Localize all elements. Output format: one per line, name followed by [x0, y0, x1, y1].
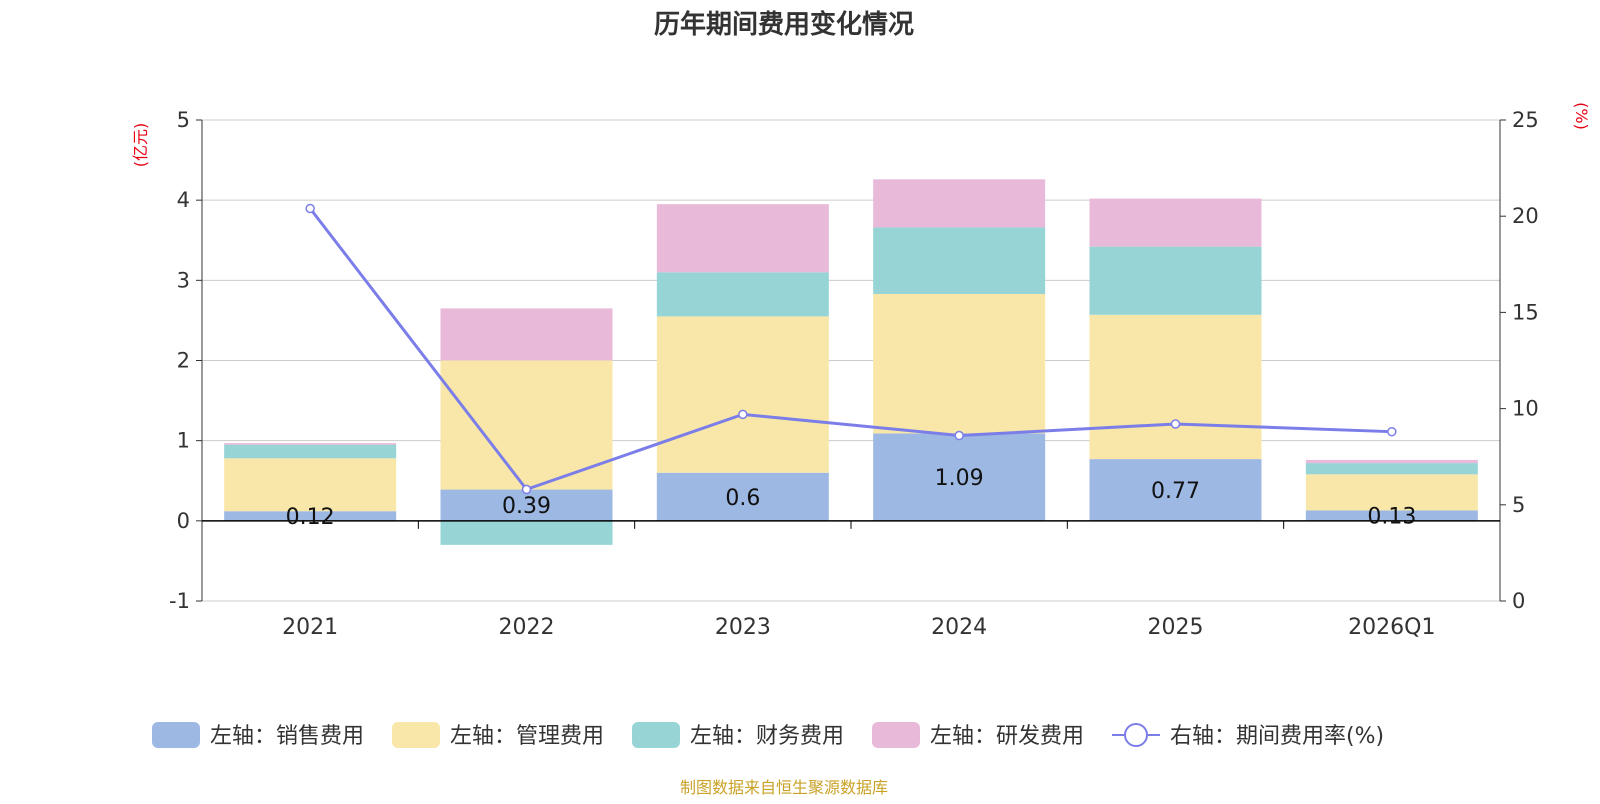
rate-line: [308, 207, 1392, 492]
category-label: 2022: [499, 615, 555, 640]
bar-segment: [440, 489, 613, 521]
left-tick-label: 5: [177, 108, 190, 132]
bar-segment: [1305, 474, 1478, 511]
left-tick-label: 0: [177, 509, 190, 533]
bar-segment: [224, 511, 397, 521]
right-tick-label: 20: [1512, 204, 1539, 228]
rate-point: [954, 430, 964, 441]
bar-segment: [873, 179, 1046, 228]
data-label: 0.13: [1367, 505, 1416, 530]
right-tick-label: 25: [1512, 108, 1539, 132]
legend-swatch: [632, 722, 680, 748]
bar-segment: [440, 360, 613, 490]
left-axis-label: (亿元): [131, 123, 150, 168]
bar-segment: [656, 472, 829, 521]
grid-layer: [202, 119, 1500, 602]
legend: 左轴：销售费用 左轴：管理费用 左轴：财务费用 左轴：研发费用 右轴：期间费用率(%): [152, 722, 1384, 749]
data-label: 0.77: [1151, 479, 1200, 504]
bar-segment: [873, 227, 1046, 294]
left-tick-label: 2: [177, 349, 190, 373]
legend-label: 左轴：销售费用: [210, 724, 364, 749]
data-label: 0.12: [286, 505, 335, 530]
legend-item: 右轴：期间费用率(%): [1112, 723, 1384, 749]
rate-line-layer: [305, 203, 1397, 495]
data-label: 1.09: [935, 466, 984, 491]
bar-segment: [1089, 459, 1262, 521]
category-label: 2023: [715, 615, 771, 640]
left-tick-label: 3: [177, 268, 190, 292]
right-tick-label: 0: [1512, 589, 1525, 613]
rate-point: [305, 203, 315, 214]
left-tick-label: 1: [177, 429, 190, 453]
bar-segment: [1089, 198, 1262, 247]
right-axis-label: (%): [1572, 102, 1591, 130]
data-label: 0.6: [725, 486, 760, 511]
bar-segment: [224, 458, 397, 512]
right-tick-label: 5: [1512, 493, 1525, 517]
bar-segment: [440, 520, 613, 545]
category-label: 2025: [1148, 615, 1204, 640]
category-label: 2026Q1: [1348, 615, 1435, 640]
bar-segment: [224, 444, 397, 459]
rate-point: [738, 409, 748, 420]
data-label: 0.39: [502, 494, 551, 519]
bar-segment: [1089, 314, 1262, 460]
right-tick-label: 15: [1512, 300, 1539, 324]
bar-segment: [440, 308, 613, 361]
legend-item: 左轴：研发费用: [872, 722, 1084, 749]
bars-layer: [224, 179, 1478, 545]
bar-segment: [873, 293, 1046, 434]
data-labels-layer: 0.12 0.39 0.6 1.09 0.77 0.13: [286, 466, 1417, 530]
bar-segment: [656, 316, 829, 473]
legend-item: 左轴：财务费用: [632, 722, 844, 749]
legend-label: 左轴：财务费用: [690, 724, 844, 749]
chart-title: 历年期间费用变化情况: [654, 9, 914, 40]
legend-marker: [1124, 723, 1148, 747]
bar-segment: [1305, 510, 1478, 521]
bar-segment: [656, 272, 829, 317]
rate-point: [521, 484, 532, 495]
legend-item: 左轴：销售费用: [152, 722, 364, 749]
legend-label: 左轴：研发费用: [930, 724, 1084, 749]
bar-segment: [1305, 463, 1478, 475]
legend-label: 右轴：期间费用率(%): [1170, 724, 1384, 749]
rate-point: [1170, 419, 1181, 429]
legend-swatch: [872, 722, 920, 748]
legend-item: 左轴：管理费用: [392, 722, 604, 749]
legend-swatch: [152, 722, 200, 748]
legend-label: 左轴：管理费用: [450, 724, 604, 749]
bar-segment: [1089, 246, 1262, 315]
bar-segment: [1305, 459, 1478, 464]
bar-segment: [656, 204, 829, 273]
legend-swatch: [392, 722, 440, 748]
source-note: 制图数据来自恒生聚源数据库: [680, 778, 888, 797]
category-label: 2021: [282, 615, 338, 640]
bar-segment: [224, 443, 397, 445]
left-tick-label: -1: [169, 589, 190, 613]
category-label: 2024: [931, 615, 987, 640]
right-tick-label: 10: [1512, 397, 1539, 421]
rate-point: [1387, 426, 1397, 437]
left-tick-label: 4: [177, 188, 190, 212]
bar-segment: [873, 433, 1046, 521]
